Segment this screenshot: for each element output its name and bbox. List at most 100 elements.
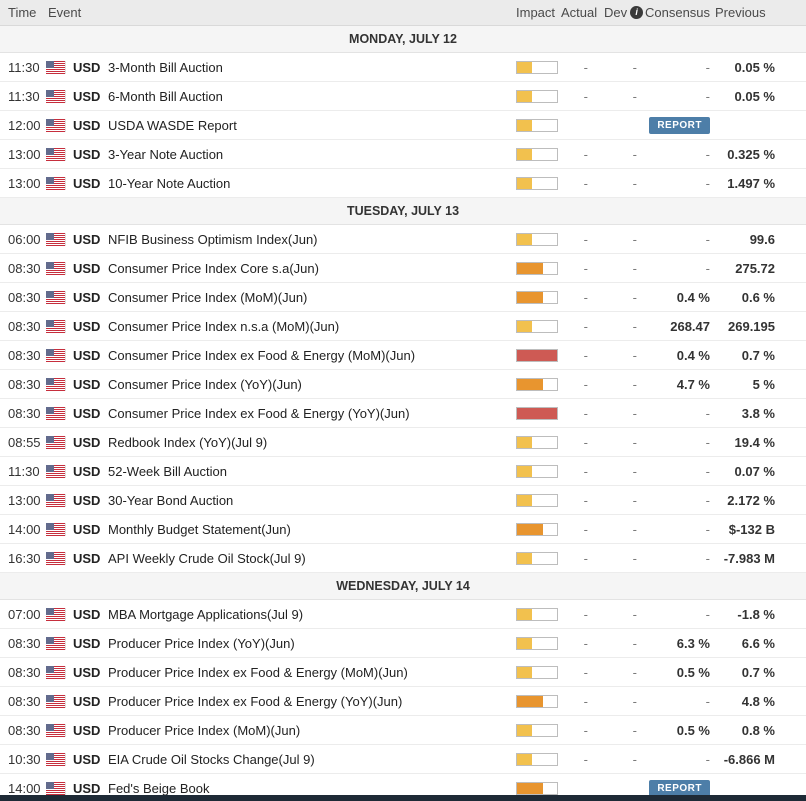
impact-meter-low — [516, 551, 558, 565]
actual-value: - — [583, 434, 588, 450]
us-flag-icon — [46, 694, 65, 708]
consensus-cell: 0.5 % — [676, 722, 710, 738]
impact-cell — [516, 147, 561, 161]
event-row[interactable]: 07:00 USD MBA Mortgage Applications(Jul 9)… — [0, 600, 806, 629]
event-row[interactable]: 08:30 USD Consumer Price Index (MoM)(Jun) -… — [0, 283, 806, 312]
column-header-dev-label: Dev — [604, 5, 628, 20]
event-row[interactable]: 13:00 USD 30-Year Bond Auction - - - 2.172 % — [0, 486, 806, 515]
us-flag-icon — [46, 752, 65, 766]
impact-cell — [516, 752, 561, 766]
report-badge[interactable]: REPORT — [649, 780, 710, 797]
event-row[interactable]: 11:30 USD 52-Week Bill Auction - - - 0.07 % — [0, 457, 806, 486]
event-time: 11:30 — [8, 88, 40, 104]
event-row[interactable]: 14:00 USD Monthly Budget Statement(Jun) - - -… — [0, 515, 806, 544]
impact-cell — [516, 319, 561, 333]
event-time: 08:30 — [8, 318, 41, 334]
event-row[interactable]: 10:30 USD EIA Crude Oil Stocks Change(Jul … — [0, 745, 806, 774]
event-row[interactable]: 11:30 USD 6-Month Bill Auction - - - 0.05 % — [0, 82, 806, 111]
event-time: 08:30 — [8, 693, 41, 709]
event-name: 3-Year Note Auction — [108, 146, 224, 162]
flag-cell — [46, 665, 73, 679]
impact-meter-medium — [516, 781, 558, 795]
event-row[interactable]: 08:30 USD Consumer Price Index Core s.a(Ju… — [0, 254, 806, 283]
event-row[interactable]: 16:30 USD API Weekly Crude Oil Stock(Jul 9… — [0, 544, 806, 573]
consensus-cell: - — [705, 434, 710, 450]
event-row[interactable]: 08:30 USD Consumer Price Index ex Food & E… — [0, 399, 806, 428]
event-name: Consumer Price Index (MoM)(Jun) — [108, 289, 308, 305]
currency-label: USD — [73, 492, 101, 508]
us-flag-icon — [46, 522, 65, 536]
event-time: 14:00 — [8, 521, 41, 537]
event-row[interactable]: 08:30 USD Producer Price Index (MoM)(Jun) -… — [0, 716, 806, 745]
dev-value: - — [632, 175, 637, 191]
event-row[interactable]: 08:30 USD Consumer Price Index (YoY)(Jun) -… — [0, 370, 806, 399]
consensus-cell: - — [705, 606, 710, 622]
dev-value: - — [632, 463, 637, 479]
dev-info-icon[interactable]: i — [630, 6, 644, 19]
impact-fill — [517, 148, 533, 160]
impact-fill — [517, 552, 533, 564]
previous-value: -1.8 % — [737, 606, 775, 622]
table-header: Time Event Impact Actual Dev i Consensus… — [0, 0, 806, 26]
flag-cell — [46, 694, 73, 708]
impact-fill — [517, 523, 544, 535]
flag-cell — [46, 781, 73, 795]
consensus-cell: - — [705, 751, 710, 767]
consensus-cell: - — [705, 693, 710, 709]
event-row[interactable]: 11:30 USD 3-Month Bill Auction - - - 0.05 % — [0, 53, 806, 82]
event-time: 08:30 — [8, 664, 41, 680]
report-badge[interactable]: REPORT — [649, 117, 710, 134]
impact-cell — [516, 665, 561, 679]
event-row[interactable]: 08:55 USD Redbook Index (YoY)(Jul 9) - - - 19.… — [0, 428, 806, 457]
us-flag-icon — [46, 290, 65, 304]
event-row[interactable]: 08:30 USD Producer Price Index ex Food & E… — [0, 658, 806, 687]
event-row[interactable]: 08:30 USD Consumer Price Index ex Food & E… — [0, 341, 806, 370]
actual-value: - — [583, 521, 588, 537]
event-time: 11:30 — [8, 59, 40, 75]
event-time: 08:30 — [8, 347, 41, 363]
impact-cell — [516, 723, 561, 737]
us-flag-icon — [46, 435, 65, 449]
event-row[interactable]: 08:30 USD Consumer Price Index n.s.a (MoM)… — [0, 312, 806, 341]
event-row[interactable]: 12:00 USD USDA WASDE Report REPORT — [0, 111, 806, 140]
previous-value: 1.497 % — [727, 175, 775, 191]
impact-cell — [516, 377, 561, 391]
event-row[interactable]: 13:00 USD 10-Year Note Auction - - - 1.497 % — [0, 169, 806, 198]
impact-fill — [517, 637, 533, 649]
event-name: Consumer Price Index n.s.a (MoM)(Jun) — [108, 318, 340, 334]
currency-label: USD — [73, 521, 101, 537]
day-section-header: WEDNESDAY, JULY 14 — [0, 573, 806, 600]
previous-value: 0.7 % — [741, 664, 775, 680]
event-row[interactable]: 13:00 USD 3-Year Note Auction - - - 0.325 % — [0, 140, 806, 169]
us-flag-icon — [46, 261, 65, 275]
event-row[interactable]: 06:00 USD NFIB Business Optimism Index(Jun… — [0, 225, 806, 254]
actual-value: - — [583, 318, 588, 334]
flag-cell — [46, 406, 73, 420]
event-time: 13:00 — [8, 492, 41, 508]
consensus-cell: - — [705, 175, 710, 191]
us-flag-icon — [46, 723, 65, 737]
impact-fill — [517, 436, 533, 448]
column-header-consensus: Consensus — [645, 5, 711, 20]
event-name: NFIB Business Optimism Index(Jun) — [108, 231, 318, 247]
impact-meter-low — [516, 176, 558, 190]
impact-fill — [517, 90, 533, 102]
dev-value: - — [632, 289, 637, 305]
actual-value: - — [583, 405, 588, 421]
event-row[interactable]: 08:30 USD Producer Price Index (YoY)(Jun) -… — [0, 629, 806, 658]
event-time: 07:00 — [8, 606, 41, 622]
previous-value: 2.172 % — [727, 492, 775, 508]
impact-meter-low — [516, 636, 558, 650]
impact-cell — [516, 290, 561, 304]
event-name: Consumer Price Index ex Food & Energy (M… — [108, 347, 416, 363]
flag-cell — [46, 60, 73, 74]
previous-value: 6.6 % — [741, 635, 775, 651]
impact-cell — [516, 118, 561, 132]
actual-value: - — [583, 347, 588, 363]
previous-value: 0.07 % — [734, 463, 775, 479]
column-header-event: Event — [48, 5, 82, 20]
event-row[interactable]: 08:30 USD Producer Price Index ex Food & E… — [0, 687, 806, 716]
event-time: 12:00 — [8, 117, 41, 133]
previous-value: 4.8 % — [741, 693, 775, 709]
consensus-cell: 0.4 % — [676, 289, 710, 305]
